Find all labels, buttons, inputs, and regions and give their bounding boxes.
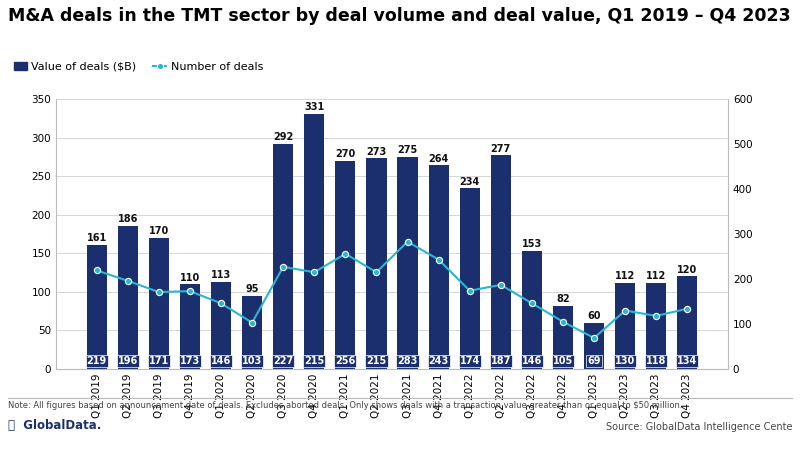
Text: 270: 270 (335, 149, 355, 159)
Text: 275: 275 (398, 145, 418, 155)
Bar (211, 282, 231, 369)
Text: 264: 264 (429, 154, 449, 164)
Text: 69: 69 (587, 356, 601, 366)
Text: M&A deals in the TMT sector by deal volume and deal value, Q1 2019 – Q4 2023: M&A deals in the TMT sector by deal volu… (8, 7, 790, 25)
Text: 161: 161 (86, 233, 106, 243)
Text: Ⓠ  GlobalData.: Ⓠ GlobalData. (8, 419, 102, 432)
Text: 113: 113 (211, 270, 231, 280)
Bar (366, 158, 386, 369)
Text: 110: 110 (180, 273, 200, 283)
Bar (553, 306, 573, 369)
Bar (273, 144, 294, 369)
Text: 134: 134 (678, 356, 698, 366)
Text: 331: 331 (304, 102, 325, 112)
Bar (490, 155, 511, 369)
Text: 120: 120 (678, 265, 698, 275)
Text: 171: 171 (149, 356, 169, 366)
Text: 146: 146 (211, 356, 231, 366)
Bar (398, 157, 418, 369)
Bar (646, 283, 666, 369)
Text: Note: All figures based on announcement date of deals. Excludes aborted deals. O: Note: All figures based on announcement … (8, 400, 682, 410)
Bar (242, 296, 262, 369)
Text: 173: 173 (180, 356, 200, 366)
Text: 105: 105 (553, 356, 573, 366)
Bar (429, 165, 449, 369)
Text: 118: 118 (646, 356, 666, 366)
Text: 130: 130 (615, 356, 635, 366)
Legend: Value of deals ($B), Number of deals: Value of deals ($B), Number of deals (14, 62, 263, 72)
Text: 174: 174 (459, 356, 480, 366)
Text: 215: 215 (366, 356, 386, 366)
Text: 146: 146 (522, 356, 542, 366)
Bar (149, 238, 169, 369)
Text: 256: 256 (335, 356, 355, 366)
Text: 215: 215 (304, 356, 325, 366)
Text: 243: 243 (429, 356, 449, 366)
Bar (615, 283, 635, 369)
Text: 60: 60 (587, 311, 601, 321)
Text: 82: 82 (556, 294, 570, 304)
Text: 95: 95 (246, 284, 259, 294)
Text: 170: 170 (149, 226, 169, 236)
Text: 153: 153 (522, 239, 542, 249)
Text: 187: 187 (490, 356, 511, 366)
Bar (304, 114, 324, 369)
Text: 277: 277 (490, 144, 511, 154)
Bar (86, 245, 106, 369)
Bar (584, 323, 604, 369)
Bar (522, 251, 542, 369)
Text: 227: 227 (273, 356, 294, 366)
Bar (460, 189, 480, 369)
Bar (118, 225, 138, 369)
Text: 283: 283 (398, 356, 418, 366)
Text: 186: 186 (118, 214, 138, 224)
Text: Source: GlobalData Intelligence Cente: Source: GlobalData Intelligence Cente (606, 422, 792, 432)
Text: 196: 196 (118, 356, 138, 366)
Text: 112: 112 (615, 271, 635, 281)
Bar (335, 161, 355, 369)
Text: 273: 273 (366, 147, 386, 157)
Bar (180, 284, 200, 369)
Text: 112: 112 (646, 271, 666, 281)
Text: 234: 234 (459, 177, 480, 187)
Text: 292: 292 (273, 132, 294, 142)
Text: 103: 103 (242, 356, 262, 366)
Text: 219: 219 (86, 356, 106, 366)
Bar (678, 276, 698, 369)
